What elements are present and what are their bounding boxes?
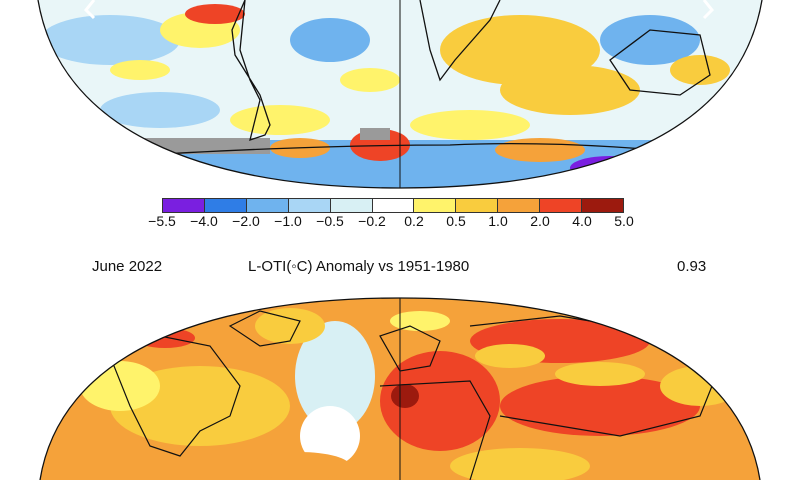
colorbar-swatch — [204, 199, 247, 212]
colorbar-tick-label: 5.0 — [614, 213, 634, 229]
colorbar-tick-label: 2.0 — [530, 213, 550, 229]
chevron-right-icon[interactable] — [694, 0, 724, 20]
colorbar-swatch — [246, 199, 289, 212]
colorbar-swatch — [288, 199, 331, 212]
anomaly-map-top — [37, 0, 763, 189]
chevron-left-icon[interactable] — [76, 0, 106, 20]
colorbar-tick-label: 1.0 — [488, 213, 508, 229]
map-date: June 2022 — [92, 258, 163, 275]
colorbar-tick-label: −5.5 — [148, 213, 176, 229]
colorbar-swatch — [372, 199, 415, 212]
map-title: L-OTI(◦C) Anomaly vs 1951-1980 — [248, 258, 470, 275]
map-caption: June 2022 L-OTI(◦C) Anomaly vs 1951-1980… — [0, 258, 800, 278]
colorbar-ticks: −5.5 −4.0 −2.0 −1.0 −0.5 −0.2 0.2 0.5 1.0 2.0 4.0 5… — [138, 213, 638, 233]
colorbar-tick-label: −0.2 — [358, 213, 386, 229]
anomaly-map-bottom — [39, 297, 761, 480]
colorbar-swatch — [163, 199, 205, 212]
colorbar-swatch — [498, 199, 541, 212]
colorbar-tick-label: 0.5 — [446, 213, 466, 229]
colorbar-swatch — [330, 199, 373, 212]
global-mean-anomaly: 0.93 — [677, 258, 707, 275]
colorbar-swatch — [582, 199, 623, 212]
colorbar-tick-label: −2.0 — [232, 213, 260, 229]
colorbar-swatch — [456, 199, 499, 212]
colorbar-tick-label: 4.0 — [572, 213, 592, 229]
colorbar-tick-label: −0.5 — [316, 213, 344, 229]
colorbar-swatch — [414, 199, 457, 212]
colorbar-tick-label: 0.2 — [404, 213, 424, 229]
colorbar-tick-label: −4.0 — [190, 213, 218, 229]
colorbar-swatch — [540, 199, 583, 212]
colorbar-tick-label: −1.0 — [274, 213, 302, 229]
colorbar — [162, 198, 624, 213]
